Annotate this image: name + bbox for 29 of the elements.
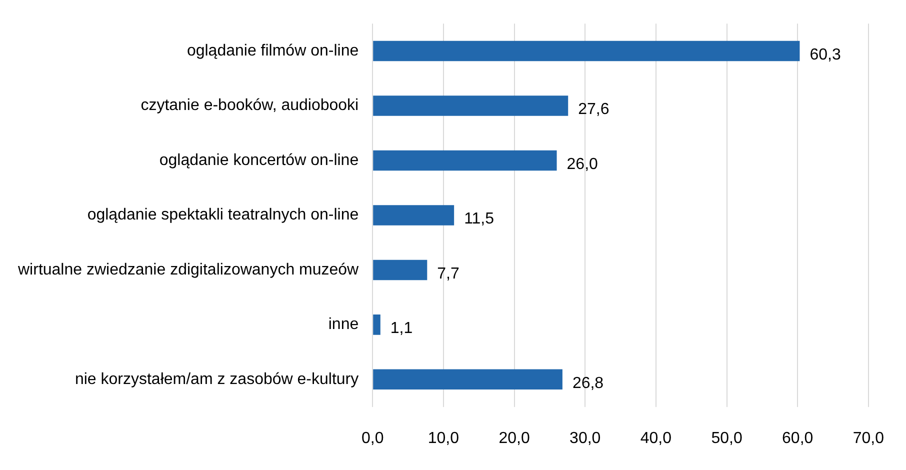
y-tick-label: nie korzystałem/am z zasobów e-kultury <box>74 370 359 388</box>
y-tick-label: inne <box>328 316 359 334</box>
x-tick-label: 70,0 <box>852 430 884 447</box>
bar <box>373 369 562 390</box>
data-label: 7,7 <box>437 265 460 282</box>
data-label: 11,5 <box>464 210 494 228</box>
data-label: 60,3 <box>810 46 841 64</box>
x-tick-label: 0,0 <box>361 430 384 447</box>
bar <box>373 150 557 171</box>
data-label: 1,1 <box>390 320 413 338</box>
data-label: 26,8 <box>572 374 604 392</box>
bar <box>373 96 568 116</box>
data-label: 27,6 <box>578 101 610 118</box>
bar <box>373 260 428 280</box>
bar <box>373 314 380 335</box>
x-tick-label: 60,0 <box>782 430 814 447</box>
data-label: 26,0 <box>566 156 598 173</box>
bar <box>373 205 454 226</box>
y-tick-label: oglądanie filmów on-line <box>186 42 359 60</box>
y-tick-label: oglądanie koncertów on-line <box>159 152 359 169</box>
y-tick-label: oglądanie spektakli teatralnych on-line <box>87 206 359 224</box>
x-tick-label: 20,0 <box>498 430 530 447</box>
bar <box>373 40 800 62</box>
x-tick-label: 40,0 <box>640 430 672 447</box>
x-tick-label: 30,0 <box>570 430 601 447</box>
y-tick-label: czytanie e-booków, audiobooki <box>140 97 359 114</box>
x-tick-label: 50,0 <box>711 430 742 447</box>
x-tick-label: 10,0 <box>428 430 460 447</box>
y-tick-label: wirtualne zwiedzanie zdigitalizowanych muzeów <box>17 261 360 278</box>
